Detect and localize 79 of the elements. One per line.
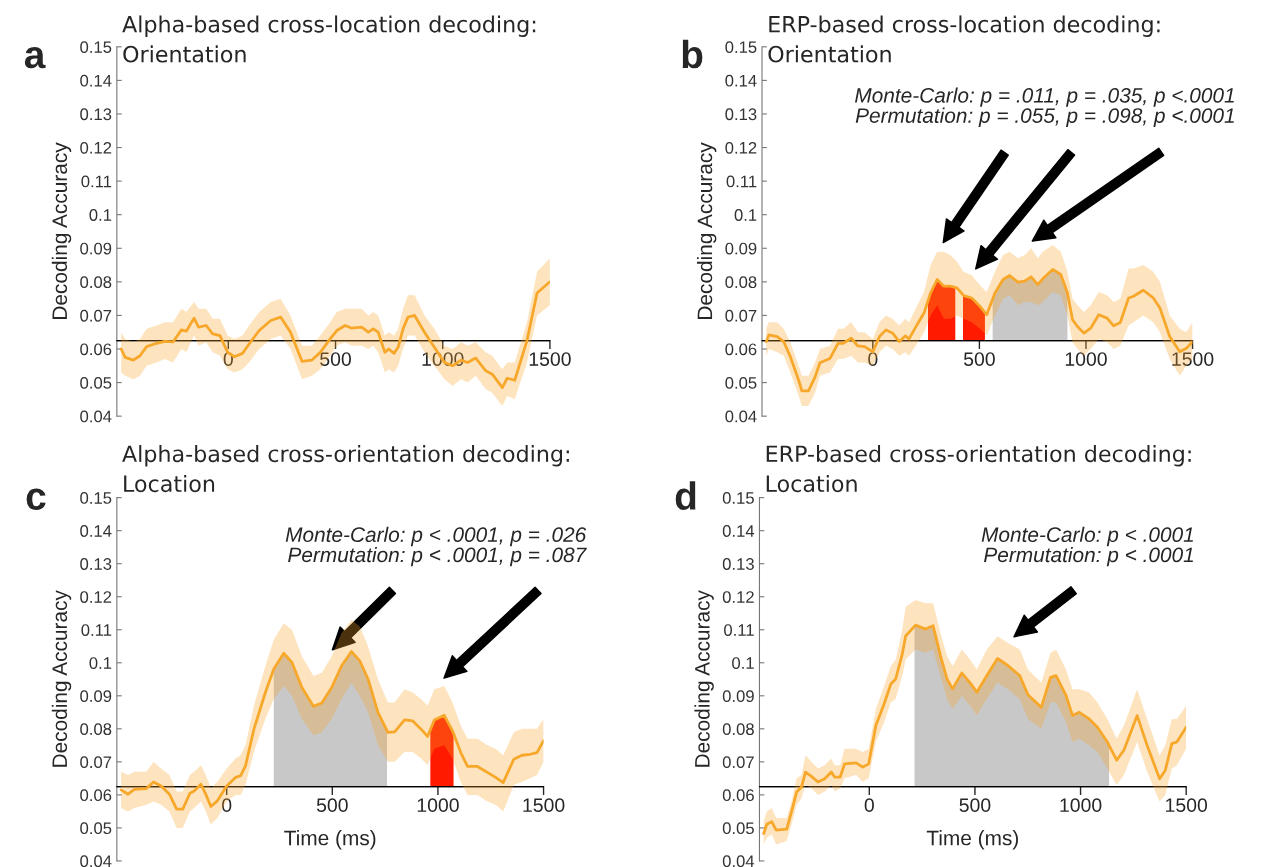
y-tick-label: 0.11 — [724, 624, 754, 636]
y-tick-label: 0.1 — [89, 657, 112, 669]
y-tick-label: 0.1 — [732, 657, 754, 669]
y-tick-label: 0.08 — [722, 723, 754, 736]
y-tick-label: 0.07 — [80, 309, 112, 322]
y-axis-title: Decoding Accuracy — [51, 590, 72, 767]
annotation: Monte-Carlo: p = .011, p = .035, p <.0001 Permutation: p = .055, p = .098, p <.0001 — [855, 87, 1234, 128]
x-tick-label: 0 — [864, 798, 874, 813]
x-tick-label: 1000 — [1065, 352, 1107, 367]
chart-title: Alpha-based cross-location decoding: Orientation — [122, 15, 536, 63]
chart-title: ERP-based cross-location decoding: Orientation — [768, 15, 1160, 63]
y-tick-label: 0.1 — [734, 209, 757, 221]
y-tick-label: 0.04 — [722, 855, 755, 867]
y-tick-label: 0.12 — [80, 591, 112, 603]
y-tick-label: 0.07 — [725, 309, 757, 322]
y-tick-label: 0.06 — [80, 343, 112, 356]
y-tick-label: 0.15 — [725, 41, 757, 54]
text: b — [682, 39, 703, 69]
y-tick-label: 0.06 — [722, 789, 754, 802]
y-tick-label: 0.04 — [80, 410, 112, 423]
y-tick-label: 0.04 — [725, 410, 757, 423]
x-tick-label: 0 — [868, 352, 878, 367]
x-tick-label: 0 — [222, 798, 232, 813]
annotation: Monte-Carlo: p < .0001 Permutation: p < .0001 — [981, 526, 1193, 567]
y-tick-label: 0.13 — [722, 558, 754, 570]
y-tick-label: 0.15 — [722, 492, 754, 504]
y-tick-label: 0.14 — [80, 525, 112, 537]
y-tick-label: 0.12 — [725, 141, 757, 154]
y-axis-title: Decoding Accuracy — [696, 142, 717, 319]
x-tick-label: 500 — [316, 798, 348, 813]
text: a — [24, 47, 46, 69]
x-tick-label: 1500 — [1172, 352, 1214, 367]
x-tick-label: 1500 — [529, 352, 571, 367]
y-tick-label: 0.05 — [722, 822, 754, 835]
y-tick-label: 0.04 — [80, 855, 112, 867]
x-tick-label: 500 — [963, 352, 995, 367]
y-tick-label: 0.13 — [80, 558, 112, 570]
y-tick-label: 0.09 — [80, 690, 112, 703]
x-axis-title: Time (ms) — [284, 830, 376, 850]
y-tick-label: 0.11 — [81, 624, 112, 636]
text: c — [26, 488, 46, 510]
x-tick-label: 500 — [959, 798, 991, 813]
y-tick-label: 0.12 — [722, 591, 754, 603]
x-tick-label: 1000 — [1060, 798, 1102, 813]
y-tick-label: 0.05 — [80, 822, 112, 835]
y-tick-label: 0.09 — [722, 690, 754, 703]
annotation: Monte-Carlo: p < .0001, p = .026 Permutation: p < .0001, p = .087 — [285, 526, 587, 567]
y-tick-label: 0.13 — [80, 108, 112, 121]
y-tick-label: 0.11 — [81, 175, 112, 188]
y-tick-label: 0.06 — [80, 789, 112, 802]
y-tick-label: 0.14 — [725, 74, 757, 87]
y-tick-label: 0.09 — [80, 242, 112, 255]
y-tick-label: 0.05 — [80, 376, 112, 389]
text: d — [675, 481, 696, 510]
y-axis-title: Decoding Accuracy — [694, 590, 714, 767]
chart-title: ERP-based cross-orientation decoding: Location — [766, 444, 1191, 493]
y-tick-label: 0.07 — [722, 756, 754, 769]
y-tick-label: 0.08 — [725, 276, 757, 289]
y-tick-label: 0.09 — [725, 242, 757, 255]
y-tick-label: 0.05 — [725, 376, 757, 389]
y-tick-label: 0.15 — [80, 492, 112, 504]
chart-title: Alpha-based cross-orientation decoding: Location — [122, 444, 569, 493]
y-axis-title: Decoding Accuracy — [51, 142, 72, 319]
y-tick-label: 0.13 — [725, 108, 757, 121]
x-tick-label: 500 — [320, 352, 351, 367]
y-tick-label: 0.08 — [80, 723, 112, 736]
x-axis-title: Time (ms) — [926, 830, 1018, 850]
y-tick-label: 0.14 — [722, 525, 755, 537]
y-tick-label: 0.06 — [725, 343, 757, 356]
x-tick-label: 1000 — [417, 798, 459, 813]
y-tick-label: 0.14 — [80, 74, 112, 87]
y-tick-label: 0.08 — [80, 276, 112, 289]
x-tick-label: 1500 — [1166, 798, 1208, 813]
y-tick-label: 0.12 — [80, 141, 112, 154]
y-tick-label: 0.11 — [726, 175, 757, 188]
x-tick-label: 1500 — [523, 798, 565, 813]
y-tick-label: 0.15 — [80, 41, 112, 54]
y-tick-label: 0.07 — [80, 756, 112, 769]
y-tick-label: 0.1 — [89, 209, 112, 221]
